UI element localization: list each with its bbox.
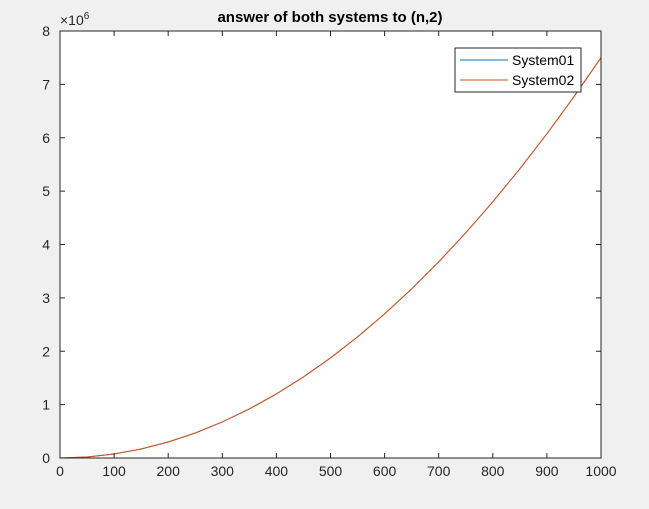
x-tick-label: 700 [427, 463, 451, 479]
x-tick-label: 0 [56, 463, 64, 479]
x-tick-label: 100 [102, 463, 126, 479]
legend-label-system01: System01 [512, 52, 574, 68]
x-tick-label: 500 [319, 463, 343, 479]
x-tick-label: 600 [373, 463, 397, 479]
x-tick-label: 900 [535, 463, 559, 479]
chart-title: answer of both systems to (n,2) [217, 9, 442, 26]
exponent-base: ×10 [60, 12, 84, 28]
y-tick-label: 6 [42, 130, 50, 146]
x-tick-label: 200 [157, 463, 181, 479]
y-tick-label: 2 [42, 343, 50, 359]
x-tick-label: 400 [265, 463, 289, 479]
legend[interactable]: System01 System02 [454, 47, 582, 93]
legend-box [454, 47, 582, 93]
y-tick-label: 8 [42, 23, 50, 39]
svg-text:×106: ×106 [60, 11, 90, 28]
legend-label-system02: System02 [512, 72, 574, 88]
series-layer [59, 57, 602, 459]
y-tick-label: 3 [42, 290, 50, 306]
x-tick-label: 300 [211, 463, 235, 479]
x-tick-label: 1000 [585, 463, 616, 479]
y-tick-label: 7 [42, 76, 50, 92]
plot-area [60, 31, 601, 458]
y-tick-label: 0 [42, 450, 50, 466]
y-tick-label: 4 [42, 237, 50, 253]
y-tick-label: 1 [42, 397, 50, 413]
y-tick-label: 5 [42, 183, 50, 199]
exponent-power: 6 [84, 11, 90, 22]
axes-layer: 0 100 200 300 400 500 600 700 800 900 1000 0 1 2 3 4 5 6 7… [42, 23, 617, 479]
y-axis-exponent-label: ×106 [60, 11, 90, 28]
series-line-system02 [59, 57, 602, 459]
x-tick-label: 800 [481, 463, 505, 479]
